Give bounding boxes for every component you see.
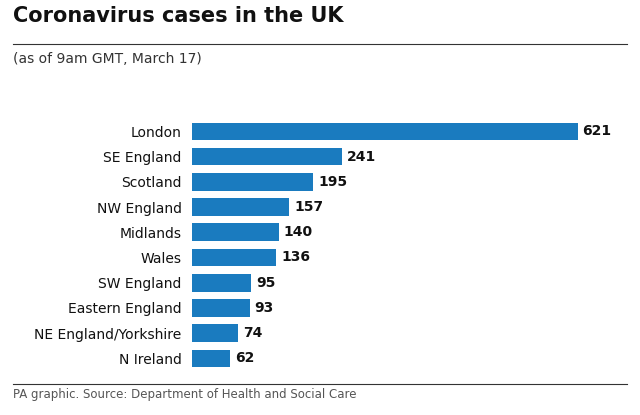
Bar	[192, 299, 250, 317]
Text: (as of 9am GMT, March 17): (as of 9am GMT, March 17)	[13, 52, 202, 66]
Bar	[192, 349, 230, 367]
Bar	[192, 173, 313, 190]
Bar	[192, 274, 251, 291]
Text: 140: 140	[284, 225, 313, 239]
Text: 195: 195	[318, 175, 347, 189]
Text: 136: 136	[282, 251, 310, 264]
Bar	[192, 324, 238, 342]
Bar	[192, 198, 289, 216]
Bar	[192, 223, 279, 241]
Text: 621: 621	[582, 124, 612, 138]
Text: 74: 74	[243, 326, 262, 340]
Bar	[192, 249, 276, 266]
Text: 93: 93	[255, 301, 274, 315]
Bar	[192, 122, 577, 140]
Text: 95: 95	[256, 276, 275, 290]
Text: PA graphic. Source: Department of Health and Social Care: PA graphic. Source: Department of Health…	[13, 388, 356, 401]
Text: 157: 157	[294, 200, 324, 214]
Text: 241: 241	[347, 149, 376, 164]
Text: Coronavirus cases in the UK: Coronavirus cases in the UK	[13, 6, 343, 26]
Bar	[192, 148, 342, 166]
Text: 62: 62	[236, 352, 255, 365]
